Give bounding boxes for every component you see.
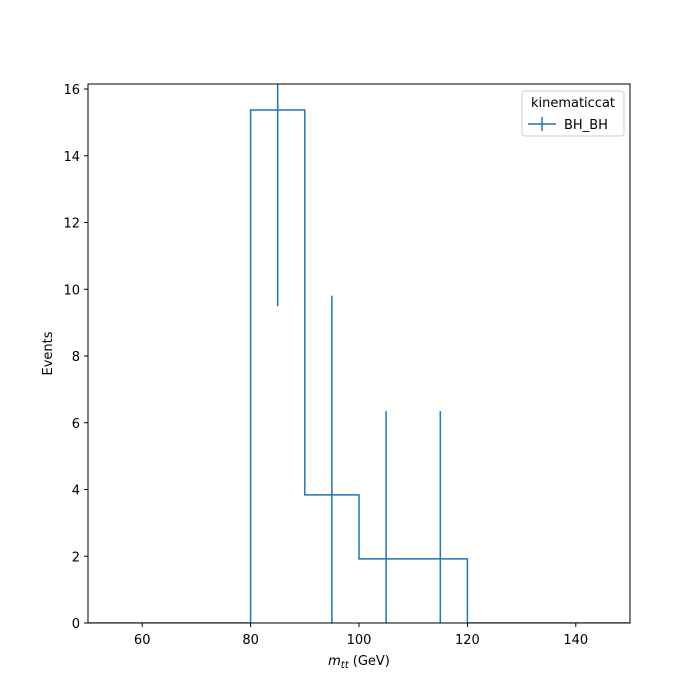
x-tick-label: 60 (134, 633, 151, 648)
x-tick-label: 140 (563, 633, 588, 648)
y-tick-label: 0 (72, 617, 80, 632)
y-tick-label: 8 (72, 350, 80, 365)
x-tick-label: 120 (455, 633, 480, 648)
axis-ticks: 60 80 100 120 140 0 2 4 6 8 10 12 14 16 (63, 83, 588, 648)
x-axis-label-subscript: tt (341, 660, 350, 671)
x-axis-label-symbol: m (328, 654, 341, 669)
y-tick-label: 12 (63, 217, 80, 232)
y-tick-label: 10 (63, 283, 80, 298)
x-axis-label-unit: (GeV) (349, 654, 390, 669)
x-tick-label: 100 (347, 633, 372, 648)
legend-title: kinematiccat (531, 96, 615, 111)
histogram-step-line (88, 109, 630, 623)
legend-entry-label: BH_BH (564, 118, 608, 133)
y-tick-label: 14 (63, 150, 80, 165)
legend: kinematiccat BH_BH (521, 90, 625, 137)
plot-area (88, 84, 630, 623)
y-tick-label: 2 (72, 550, 80, 565)
x-tick-label: 80 (242, 633, 259, 648)
y-tick-label: 6 (72, 417, 80, 432)
y-axis-label: Events (41, 331, 56, 375)
legend-marker (528, 117, 556, 131)
x-axis-label: mtt (GeV) (328, 654, 390, 671)
y-tick-label: 16 (63, 83, 80, 98)
y-tick-label: 4 (72, 484, 80, 499)
